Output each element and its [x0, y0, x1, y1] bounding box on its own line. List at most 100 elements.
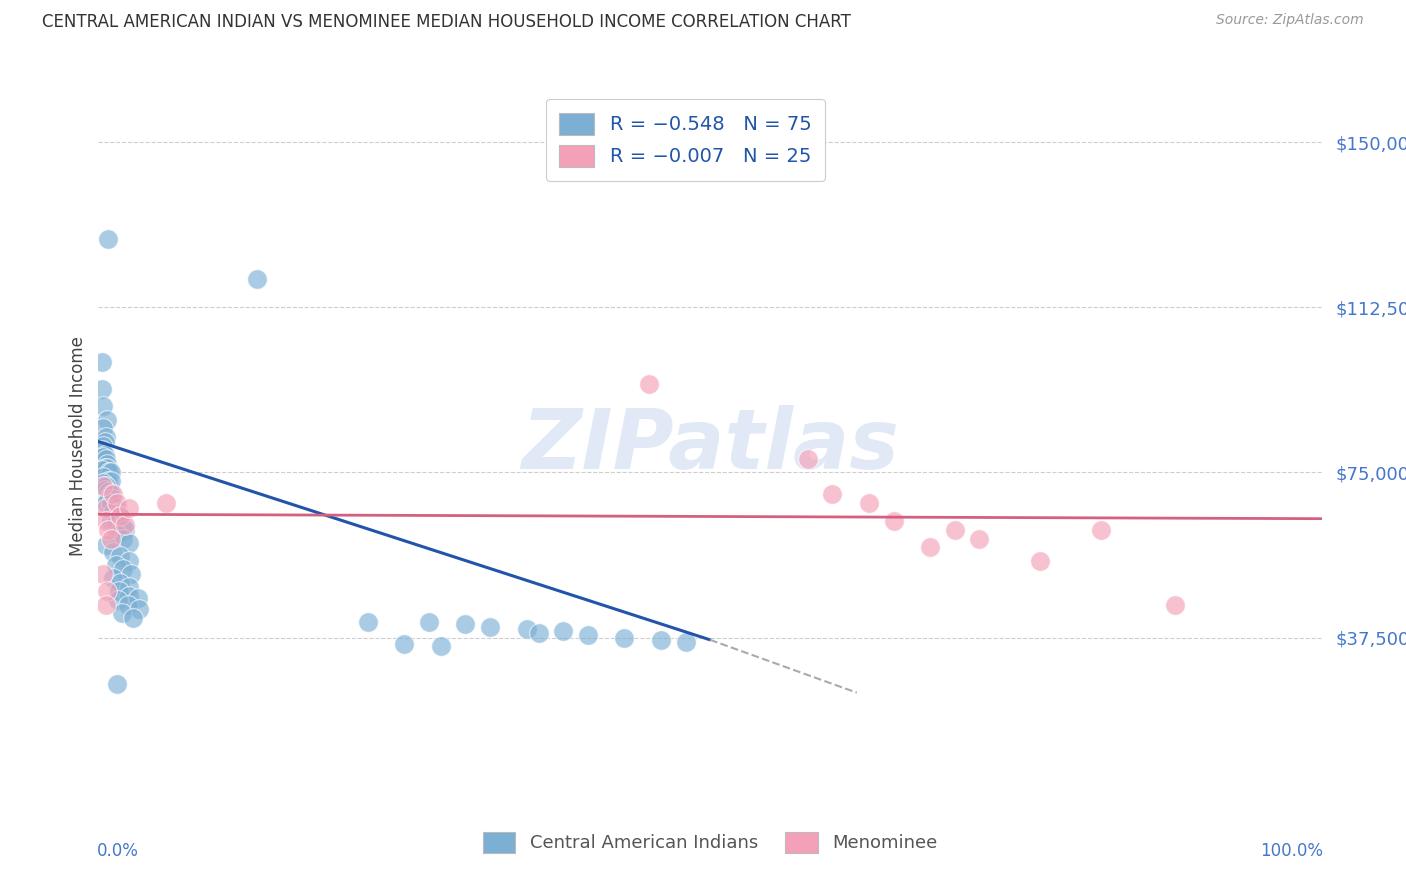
Point: [478, 619, 501, 633]
Y-axis label: Median Household Income: Median Household Income: [69, 336, 87, 556]
Point: [454, 617, 477, 632]
Text: 0.0%: 0.0%: [97, 842, 139, 860]
Point: [246, 271, 269, 285]
Point: [94, 452, 117, 467]
Point: [97, 523, 120, 537]
Point: [117, 598, 139, 612]
Point: [97, 485, 120, 500]
Point: [637, 377, 661, 392]
Point: [94, 598, 117, 612]
Point: [100, 487, 122, 501]
Point: [114, 523, 136, 537]
Point: [121, 611, 143, 625]
Point: [94, 478, 117, 492]
Point: [101, 491, 124, 506]
Point: [97, 232, 120, 246]
Point: [91, 478, 114, 492]
Point: [118, 500, 141, 515]
Point: [118, 536, 141, 550]
Point: [104, 558, 127, 572]
Point: [93, 434, 115, 449]
Point: [94, 430, 117, 444]
Text: 100.0%: 100.0%: [1260, 842, 1323, 860]
Point: [858, 496, 880, 510]
Point: [155, 496, 177, 510]
Point: [97, 475, 120, 489]
Point: [110, 509, 132, 524]
Point: [120, 566, 142, 581]
Point: [111, 518, 134, 533]
Point: [114, 518, 136, 533]
Point: [111, 532, 134, 546]
Point: [96, 412, 118, 426]
Point: [1090, 523, 1112, 537]
Point: [105, 500, 128, 515]
Point: [98, 466, 121, 480]
Point: [101, 505, 124, 519]
Point: [104, 516, 127, 530]
Point: [118, 589, 141, 603]
Point: [100, 514, 122, 528]
Point: [527, 626, 550, 640]
Point: [650, 632, 672, 647]
Point: [91, 476, 114, 491]
Point: [100, 496, 122, 510]
Point: [91, 439, 114, 453]
Point: [105, 677, 128, 691]
Point: [821, 487, 844, 501]
Point: [111, 607, 134, 621]
Point: [110, 509, 132, 524]
Point: [91, 450, 114, 464]
Point: [93, 461, 115, 475]
Point: [107, 593, 129, 607]
Point: [118, 580, 141, 594]
Point: [613, 631, 636, 645]
Point: [101, 487, 124, 501]
Point: [91, 400, 114, 414]
Point: [105, 496, 128, 510]
Point: [967, 532, 990, 546]
Point: [93, 448, 115, 462]
Point: [943, 523, 966, 537]
Point: [91, 382, 114, 396]
Point: [105, 527, 128, 541]
Point: [675, 635, 697, 649]
Point: [97, 491, 120, 506]
Point: [91, 443, 114, 458]
Point: [127, 591, 149, 605]
Point: [100, 475, 122, 489]
Point: [883, 514, 905, 528]
Point: [110, 575, 132, 590]
Point: [96, 461, 118, 475]
Point: [108, 584, 131, 599]
Point: [128, 602, 150, 616]
Point: [100, 532, 122, 546]
Point: [111, 562, 134, 576]
Point: [94, 496, 117, 510]
Point: [91, 566, 114, 581]
Point: [356, 615, 378, 630]
Point: [430, 640, 453, 654]
Point: [91, 470, 114, 484]
Text: CENTRAL AMERICAN INDIAN VS MENOMINEE MEDIAN HOUSEHOLD INCOME CORRELATION CHART: CENTRAL AMERICAN INDIAN VS MENOMINEE MED…: [42, 13, 851, 31]
Point: [118, 553, 141, 567]
Point: [515, 622, 537, 636]
Point: [1164, 598, 1187, 612]
Point: [797, 452, 820, 467]
Point: [1029, 553, 1052, 567]
Point: [96, 584, 118, 599]
Point: [418, 615, 440, 630]
Text: Source: ZipAtlas.com: Source: ZipAtlas.com: [1216, 13, 1364, 28]
Point: [91, 355, 114, 369]
Point: [110, 549, 132, 563]
Point: [100, 466, 122, 480]
Point: [91, 421, 114, 435]
Point: [576, 628, 599, 642]
Point: [94, 538, 117, 552]
Point: [553, 624, 575, 638]
Point: [920, 541, 942, 555]
Point: [96, 457, 118, 471]
Text: ZIPatlas: ZIPatlas: [522, 406, 898, 486]
Point: [392, 637, 416, 651]
Point: [94, 500, 117, 515]
